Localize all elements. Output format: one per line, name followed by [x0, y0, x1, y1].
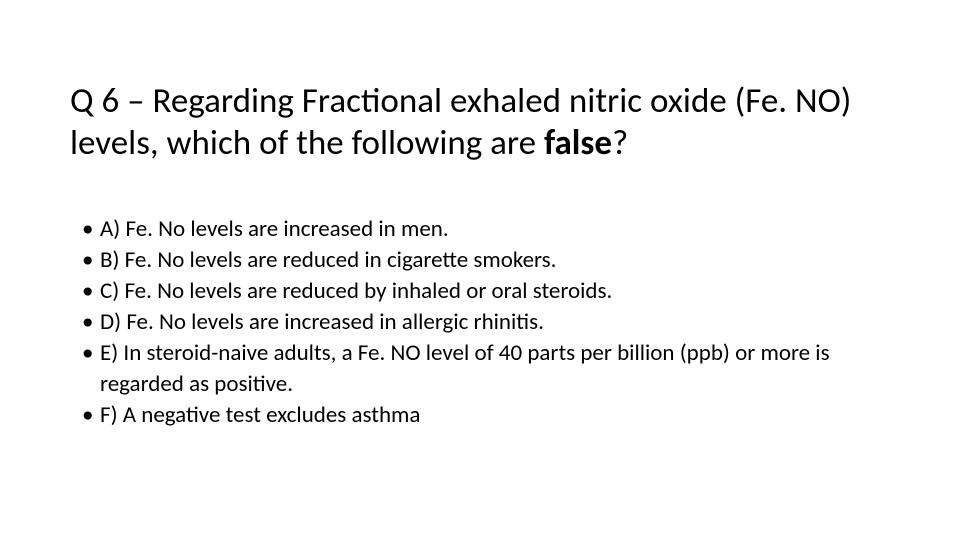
question-title: Q 6 – Regarding Fractional exhaled nitri…: [70, 80, 890, 164]
options-list: A) Fe. No levels are increased in men. B…: [70, 214, 890, 431]
slide: Q 6 – Regarding Fractional exhaled nitri…: [0, 0, 960, 540]
option-b: B) Fe. No levels are reduced in cigarett…: [82, 245, 890, 276]
option-text: D) Fe. No levels are increased in allerg…: [100, 308, 544, 336]
option-text: B) Fe. No levels are reduced in cigarett…: [100, 246, 556, 274]
title-suffix: ?: [612, 122, 628, 164]
option-text: F) A negative test excludes asthma: [100, 401, 420, 429]
option-text: A) Fe. No levels are increased in men.: [100, 215, 449, 243]
option-d: D) Fe. No levels are increased in allerg…: [82, 307, 890, 338]
option-text: E) In steroid-naive adults, a Fe. NO lev…: [100, 339, 830, 398]
title-emphasis: false: [544, 122, 612, 164]
option-a: A) Fe. No levels are increased in men.: [82, 214, 890, 245]
option-f: F) A negative test excludes asthma: [82, 400, 890, 431]
option-e: E) In steroid-naive adults, a Fe. NO lev…: [82, 338, 890, 400]
title-prefix: Q 6 – Regarding Fractional exhaled nitri…: [70, 80, 851, 164]
option-text: C) Fe. No levels are reduced by inhaled …: [100, 277, 612, 305]
option-c: C) Fe. No levels are reduced by inhaled …: [82, 276, 890, 307]
